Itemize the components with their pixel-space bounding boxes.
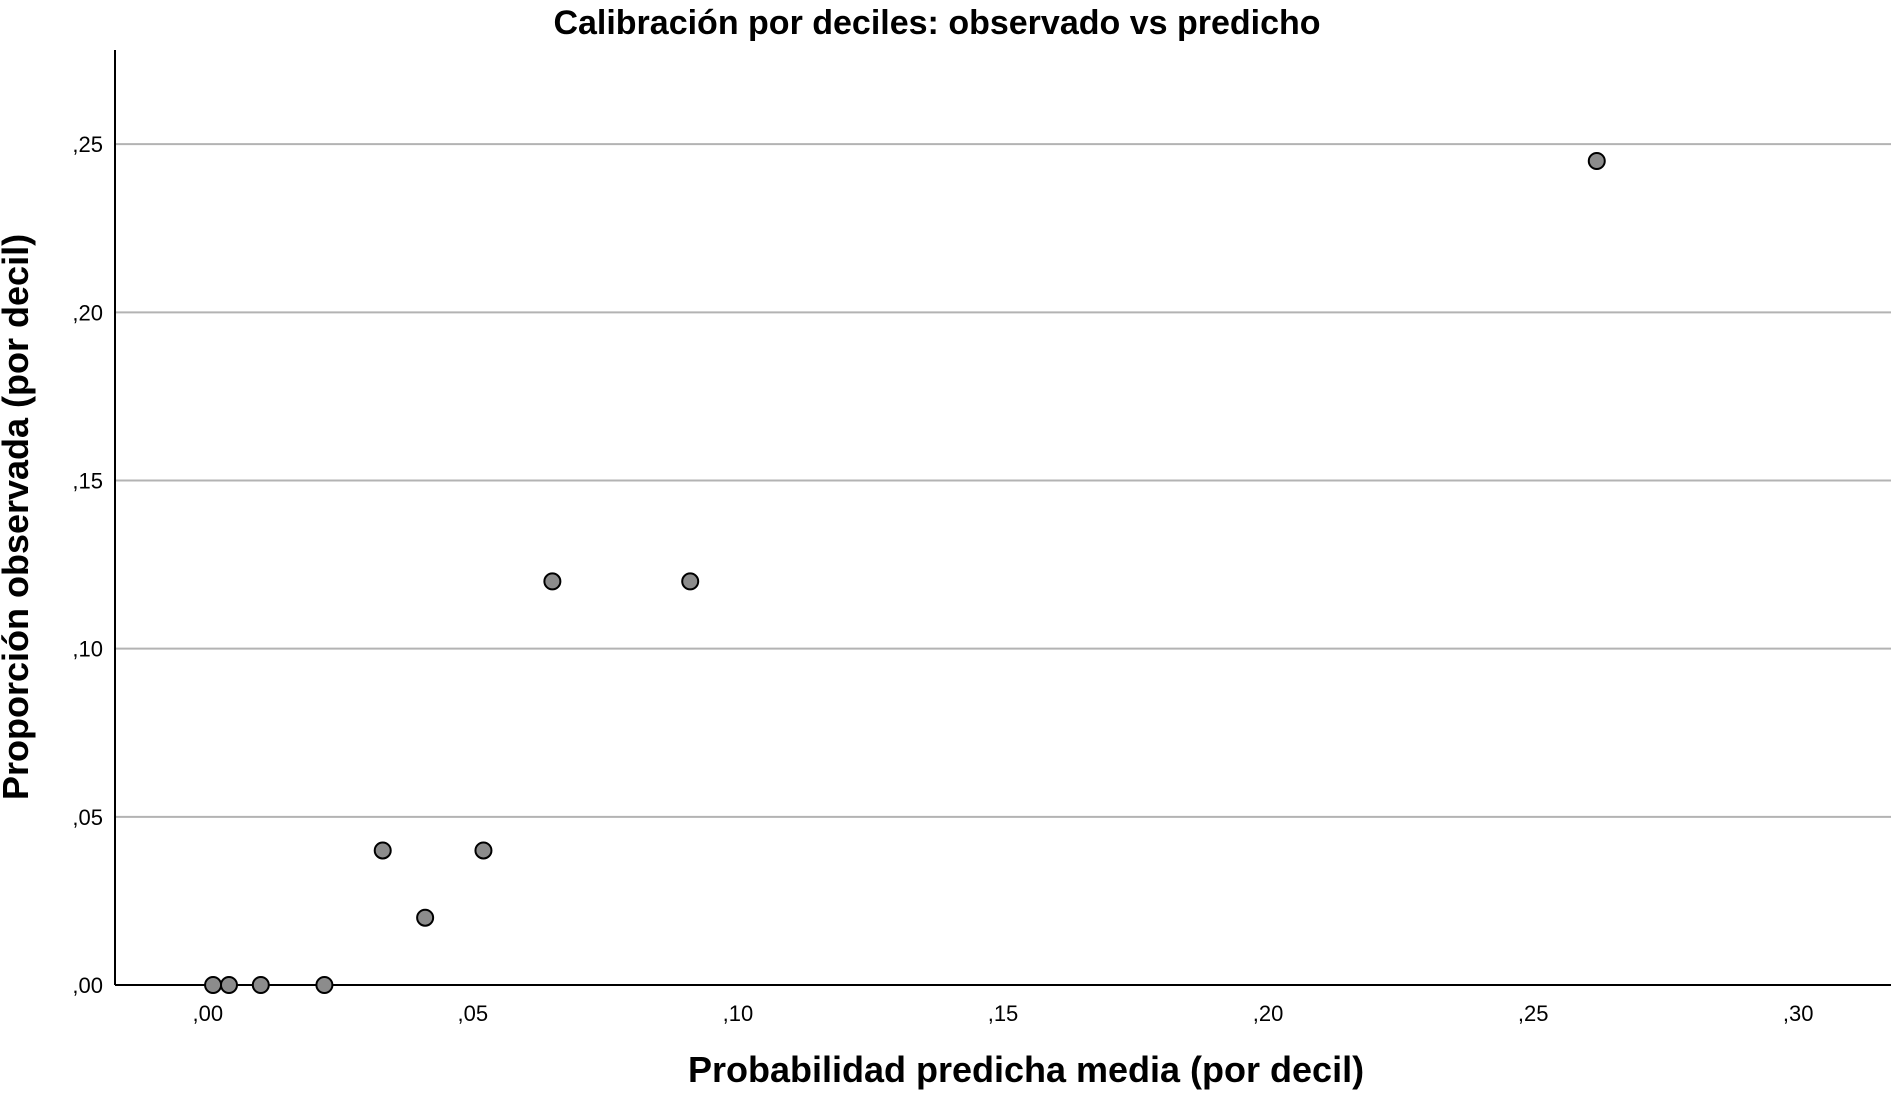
data-points [204, 151, 1606, 994]
x-axis-title: Probabilidad predicha media (por decil) [688, 1049, 1364, 1090]
data-point [1587, 151, 1606, 170]
y-tick-label: ,05 [72, 805, 103, 830]
y-axis-ticks: ,00 ,05 ,10 ,15 ,20 ,25 [72, 132, 103, 998]
gridlines [115, 143, 1891, 818]
x-tick-label: ,20 [1253, 1001, 1284, 1026]
x-tick-label: ,00 [192, 1001, 223, 1026]
data-point [373, 841, 392, 860]
y-axis-title: Proporción observada (por decil) [0, 234, 36, 800]
x-tick-label: ,15 [988, 1001, 1019, 1026]
x-tick-label: ,30 [1783, 1001, 1814, 1026]
data-point [416, 908, 435, 927]
y-tick-label: ,20 [72, 300, 103, 325]
y-tick-label: ,10 [72, 637, 103, 662]
data-point [204, 976, 223, 994]
y-tick-label: ,15 [72, 469, 103, 494]
data-point [543, 572, 562, 591]
x-tick-label: ,05 [458, 1001, 489, 1026]
x-tick-label: ,25 [1518, 1001, 1549, 1026]
y-tick-label: ,00 [72, 973, 103, 998]
x-axis-ticks: ,00 ,05 ,10 ,15 ,20 ,25 ,30 [192, 1001, 1813, 1026]
x-tick-label: ,10 [723, 1001, 754, 1026]
chart-title: Calibración por deciles: observado vs pr… [553, 4, 1320, 42]
data-point [474, 841, 493, 860]
data-point [681, 572, 700, 591]
data-point [315, 976, 334, 994]
data-point [251, 976, 270, 994]
data-point [219, 976, 238, 994]
y-tick-label: ,25 [72, 132, 103, 157]
